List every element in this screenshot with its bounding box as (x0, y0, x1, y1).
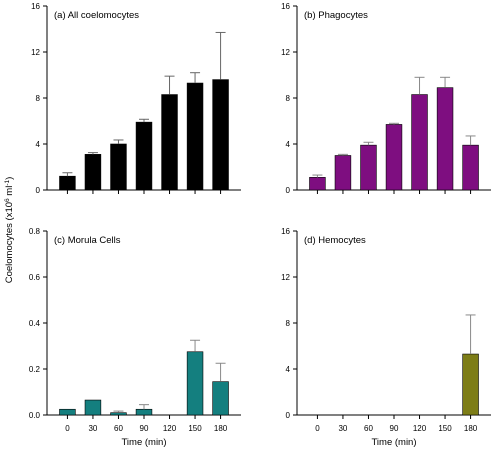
x-tick-label: 180 (214, 424, 228, 433)
x-tick-label: 0 (315, 424, 320, 433)
bar (411, 94, 428, 191)
bar (462, 144, 479, 191)
x-tick-label: 90 (140, 424, 149, 433)
y-tick-label: 0 (36, 186, 41, 195)
x-tick-label: 60 (114, 424, 123, 433)
x-tick-label: 30 (338, 424, 347, 433)
x-tick-label: 150 (188, 424, 202, 433)
bar (186, 351, 204, 416)
x-tick-label: 60 (364, 424, 373, 433)
y-tick-label: 16 (281, 227, 290, 236)
bar (161, 94, 178, 191)
y-tick-label: 8 (286, 94, 291, 103)
bar (59, 175, 76, 191)
panel-title: (b) Phagocytes (304, 10, 368, 21)
y-tick-label: 16 (281, 2, 290, 11)
x-tick-label: 0 (65, 424, 70, 433)
y-tick-label: 16 (31, 2, 40, 11)
y-tick-label: 4 (286, 365, 291, 374)
panel-title: (a) All coelomocytes (54, 10, 139, 21)
y-tick-label: 8 (286, 319, 291, 328)
y-tick-label: 0.0 (29, 411, 41, 420)
y-tick-label: 8 (36, 94, 41, 103)
y-tick-label: 12 (31, 48, 40, 57)
y-tick-label: 0.6 (29, 273, 41, 282)
x-tick-label: 150 (438, 424, 452, 433)
bar (436, 87, 454, 191)
panel-title: (d) Hemocytes (304, 235, 366, 246)
x-axis-title: Time (min) (371, 437, 416, 448)
panel-d: 0 4 8 12 16 0 30 60 90 120 150 180 (d) Hemocytes (281, 227, 491, 433)
bar (110, 143, 127, 191)
y-tick-label: 4 (36, 140, 41, 149)
x-tick-label: 180 (464, 424, 478, 433)
y-tick-label: 4 (286, 140, 291, 149)
y-tick-label: 0 (286, 186, 291, 195)
y-tick-label: 0.8 (29, 227, 41, 236)
y-tick-label: 12 (281, 273, 290, 282)
bar (309, 177, 326, 191)
x-tick-label: 90 (390, 424, 399, 433)
bar (59, 408, 76, 416)
y-tick-label: 12 (281, 48, 290, 57)
bar (135, 408, 153, 416)
bar (462, 353, 479, 416)
y-tick-label: 0.4 (29, 319, 41, 328)
bar (110, 412, 127, 416)
x-tick-label: 120 (163, 424, 177, 433)
x-tick-label: 30 (88, 424, 97, 433)
bar (135, 121, 153, 191)
panel-title: (c) Morula Cells (54, 235, 121, 246)
bar (385, 124, 403, 191)
bar (84, 154, 102, 191)
panel-a: 0 4 8 12 16 (a) All coelomocytes (31, 2, 241, 195)
bar (84, 399, 102, 416)
x-tick-label: 120 (413, 424, 427, 433)
panel-b: 0 4 8 12 16 (b) Phagocytes (281, 2, 491, 195)
y-tick-label: 0.2 (29, 365, 41, 374)
y-tick-label: 0 (286, 411, 291, 420)
bar (212, 79, 229, 191)
panel-c: 0.0 0.2 0.4 0.6 0.8 0 30 60 90 120 150 180 (c) Morul… (29, 227, 241, 433)
x-axis-title: Time (min) (121, 437, 166, 448)
bar (212, 381, 229, 416)
bar (360, 144, 377, 191)
bar (186, 82, 204, 191)
y-axis-title: Coelomocytes (x106 ml-1) (4, 177, 16, 284)
bar (334, 155, 352, 191)
